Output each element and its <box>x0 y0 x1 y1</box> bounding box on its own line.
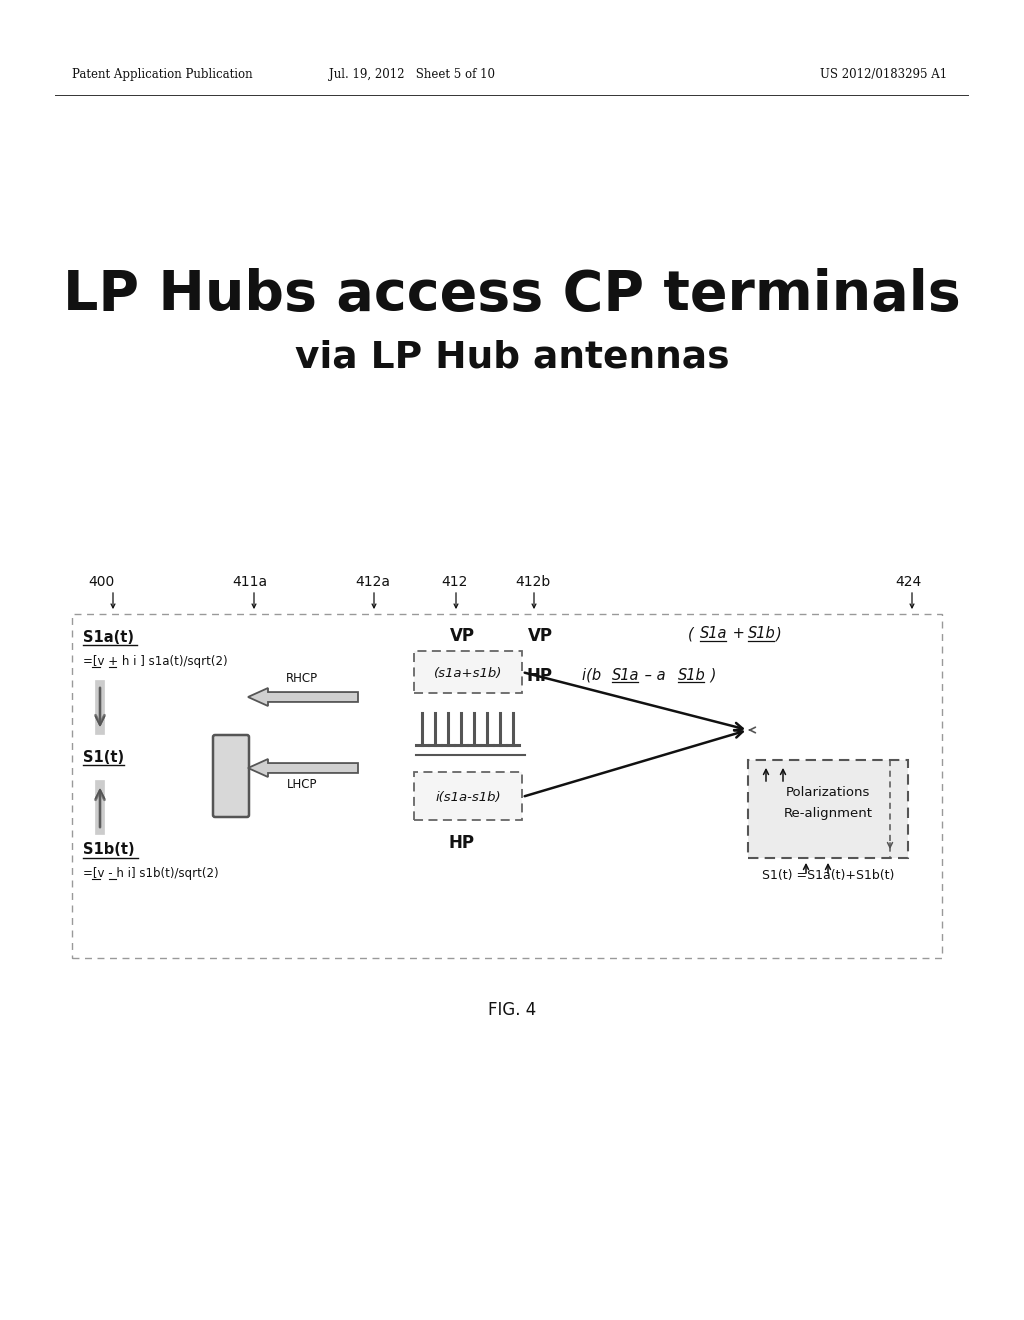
Text: S1(t): S1(t) <box>83 750 124 764</box>
Text: S1b(t): S1b(t) <box>83 842 134 858</box>
Text: =[v + h i ] s1a(t)/sqrt(2): =[v + h i ] s1a(t)/sqrt(2) <box>83 656 227 668</box>
Text: ): ) <box>706 668 717 682</box>
Text: S1a(t): S1a(t) <box>83 630 134 644</box>
Text: 412b: 412b <box>515 576 550 589</box>
Text: (s1a+s1b): (s1a+s1b) <box>434 667 502 680</box>
Text: (: ( <box>688 627 693 642</box>
Text: ): ) <box>776 627 781 642</box>
Bar <box>748 760 908 858</box>
Bar <box>414 651 522 693</box>
Text: 412: 412 <box>441 576 467 589</box>
Text: LHCP: LHCP <box>287 779 317 792</box>
Text: 400: 400 <box>88 576 115 589</box>
Text: FIG. 4: FIG. 4 <box>487 1001 537 1019</box>
Text: S1b: S1b <box>748 627 776 642</box>
Text: Polarizations: Polarizations <box>785 787 870 800</box>
Text: Re-alignment: Re-alignment <box>783 807 872 820</box>
Bar <box>414 772 522 820</box>
Text: 424: 424 <box>895 576 922 589</box>
Text: S1a: S1a <box>612 668 640 682</box>
Text: LP Hubs access CP terminals: LP Hubs access CP terminals <box>63 268 961 322</box>
Bar <box>72 614 942 958</box>
Text: VP: VP <box>527 627 553 645</box>
Text: S1b: S1b <box>678 668 706 682</box>
FancyArrow shape <box>248 759 358 777</box>
Text: VP: VP <box>450 627 474 645</box>
Text: 411a: 411a <box>232 576 267 589</box>
Text: S1a: S1a <box>700 627 727 642</box>
Text: – a: – a <box>640 668 671 682</box>
FancyBboxPatch shape <box>213 735 249 817</box>
Text: via LP Hub antennas: via LP Hub antennas <box>295 341 729 376</box>
Text: 412a: 412a <box>355 576 390 589</box>
Text: i(b: i(b <box>582 668 606 682</box>
Text: US 2012/0183295 A1: US 2012/0183295 A1 <box>820 69 947 81</box>
Text: Patent Application Publication: Patent Application Publication <box>72 69 253 81</box>
Text: +: + <box>728 627 750 642</box>
Text: =[v - h i] s1b(t)/sqrt(2): =[v - h i] s1b(t)/sqrt(2) <box>83 867 219 880</box>
Text: i(s1a-s1b): i(s1a-s1b) <box>435 791 501 804</box>
FancyArrow shape <box>248 688 358 706</box>
Text: RHCP: RHCP <box>286 672 318 685</box>
Text: HP: HP <box>449 834 475 851</box>
Text: S1(t) =S1a(t)+S1b(t): S1(t) =S1a(t)+S1b(t) <box>762 870 894 883</box>
Text: Jul. 19, 2012   Sheet 5 of 10: Jul. 19, 2012 Sheet 5 of 10 <box>329 69 495 81</box>
Text: HP: HP <box>527 667 553 685</box>
